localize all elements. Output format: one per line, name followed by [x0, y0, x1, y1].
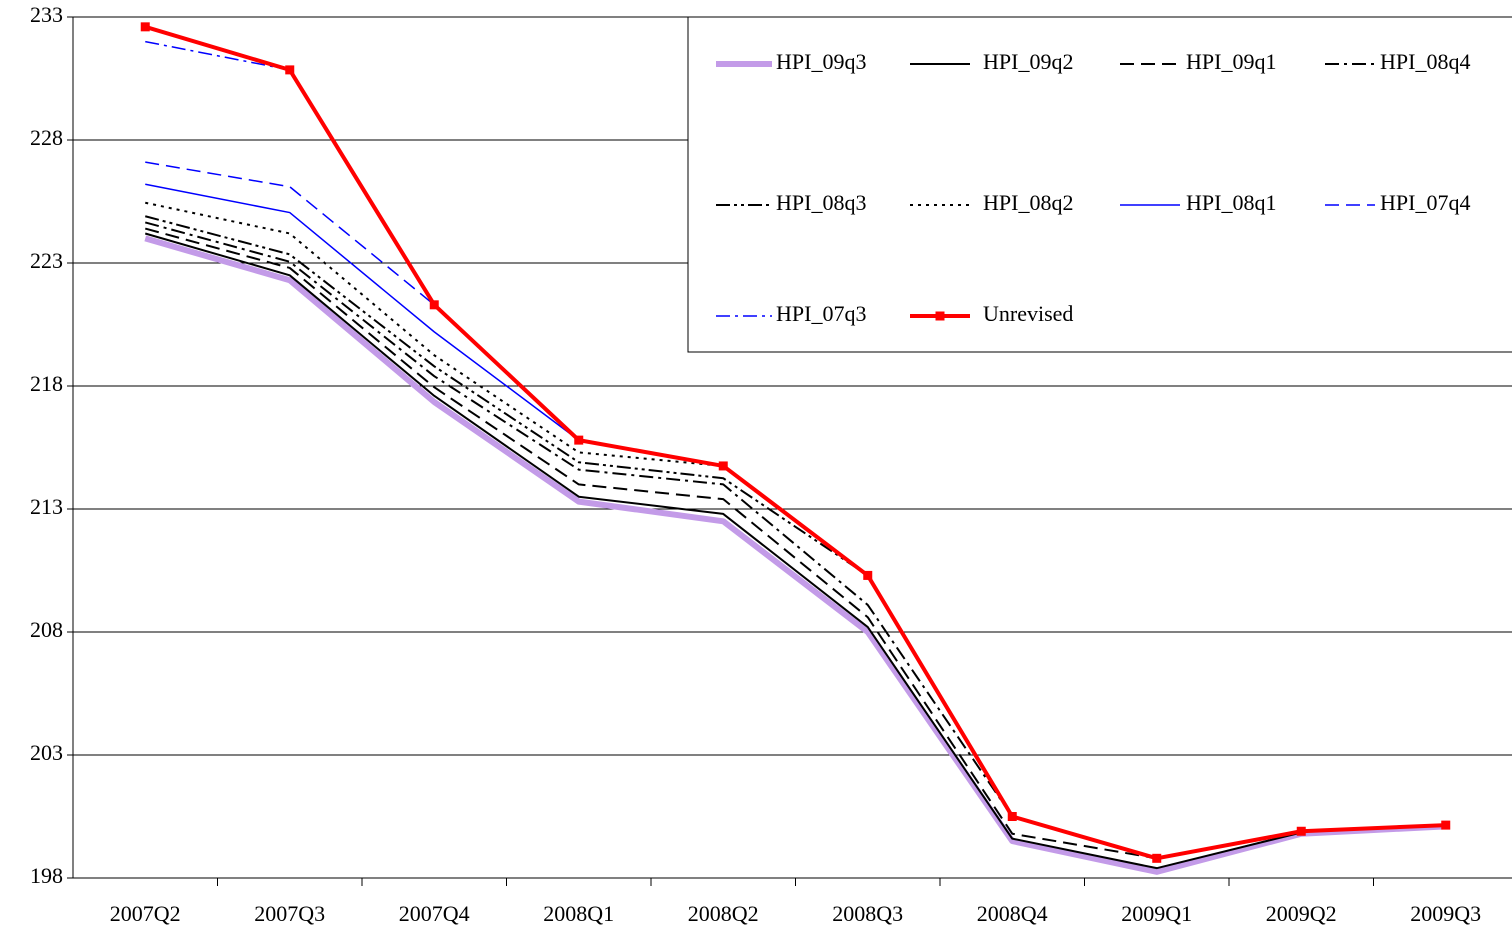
legend-label: HPI_08q3 — [776, 190, 866, 215]
y-tick-label: 213 — [30, 494, 63, 519]
marker — [574, 435, 584, 445]
y-tick-label: 223 — [30, 248, 63, 273]
x-tick-label: 2009Q1 — [1121, 901, 1192, 926]
x-tick-label: 2007Q4 — [399, 901, 470, 926]
legend-label: HPI_09q1 — [1186, 49, 1276, 74]
marker — [285, 65, 295, 75]
x-tick-label: 2007Q2 — [110, 901, 181, 926]
y-tick-label: 218 — [30, 371, 63, 396]
marker — [1007, 812, 1017, 821]
series-line — [144, 232, 1302, 870]
series-line — [144, 215, 869, 577]
legend-label: HPI_07q3 — [776, 301, 866, 326]
series-line — [145, 201, 724, 467]
marker — [140, 22, 150, 32]
series-line — [145, 40, 290, 71]
legend-label: Unrevised — [983, 301, 1073, 326]
legend-label: HPI_07q4 — [1380, 190, 1470, 215]
series-line — [144, 235, 1446, 875]
y-tick-label: 203 — [30, 740, 63, 765]
x-tick-label: 2008Q4 — [977, 901, 1048, 926]
marker — [1441, 820, 1451, 830]
legend-label: HPI_08q2 — [983, 190, 1073, 215]
x-tick-label: 2008Q1 — [543, 901, 614, 926]
legend-label: HPI_09q2 — [983, 49, 1073, 74]
series-line — [145, 183, 580, 441]
x-tick-label: 2007Q3 — [254, 901, 325, 926]
marker — [429, 300, 439, 310]
y-tick-label: 198 — [30, 863, 63, 888]
x-tick-label: 2009Q3 — [1410, 901, 1481, 926]
y-tick-label: 233 — [30, 2, 63, 27]
legend-marker — [935, 311, 945, 321]
x-tick-label: 2009Q2 — [1266, 901, 1337, 926]
legend-label: HPI_08q4 — [1380, 49, 1470, 74]
legend-label: HPI_09q3 — [776, 49, 866, 74]
y-tick-label: 208 — [30, 617, 63, 642]
marker — [863, 570, 873, 580]
series-line — [145, 161, 435, 306]
series-line — [144, 227, 1157, 860]
legend-label: HPI_08q1 — [1186, 190, 1276, 215]
marker — [718, 461, 728, 471]
x-tick-label: 2008Q2 — [688, 901, 759, 926]
series-line — [144, 24, 1446, 861]
series-line — [144, 221, 1014, 818]
marker — [1296, 826, 1306, 836]
legend-box — [687, 16, 1512, 353]
marker — [1152, 853, 1162, 863]
x-tick-label: 2008Q3 — [832, 901, 903, 926]
y-tick-label: 228 — [30, 125, 63, 150]
